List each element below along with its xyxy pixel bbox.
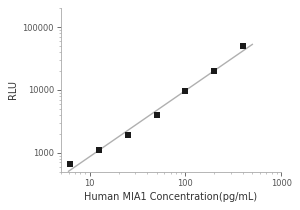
Point bbox=[125, 134, 130, 137]
Point bbox=[68, 163, 73, 166]
Point bbox=[154, 113, 159, 117]
Point bbox=[97, 148, 101, 152]
Y-axis label: RLU: RLU bbox=[8, 80, 18, 100]
Point bbox=[241, 45, 245, 48]
Point bbox=[183, 90, 188, 93]
Point bbox=[212, 69, 217, 73]
X-axis label: Human MIA1 Concentration(pg/mL): Human MIA1 Concentration(pg/mL) bbox=[85, 192, 258, 202]
